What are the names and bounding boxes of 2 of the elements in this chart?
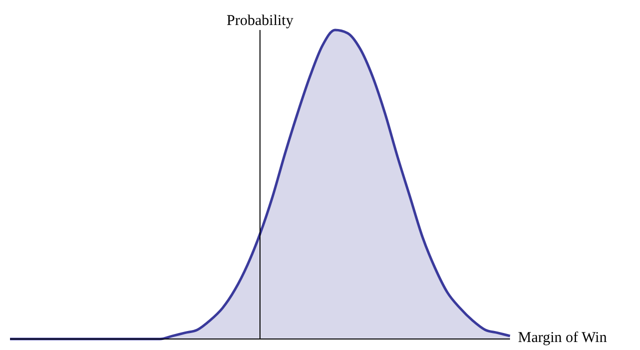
x-axis-title: Margin of Win (518, 330, 607, 347)
y-axis-title: Probability (226, 13, 294, 29)
